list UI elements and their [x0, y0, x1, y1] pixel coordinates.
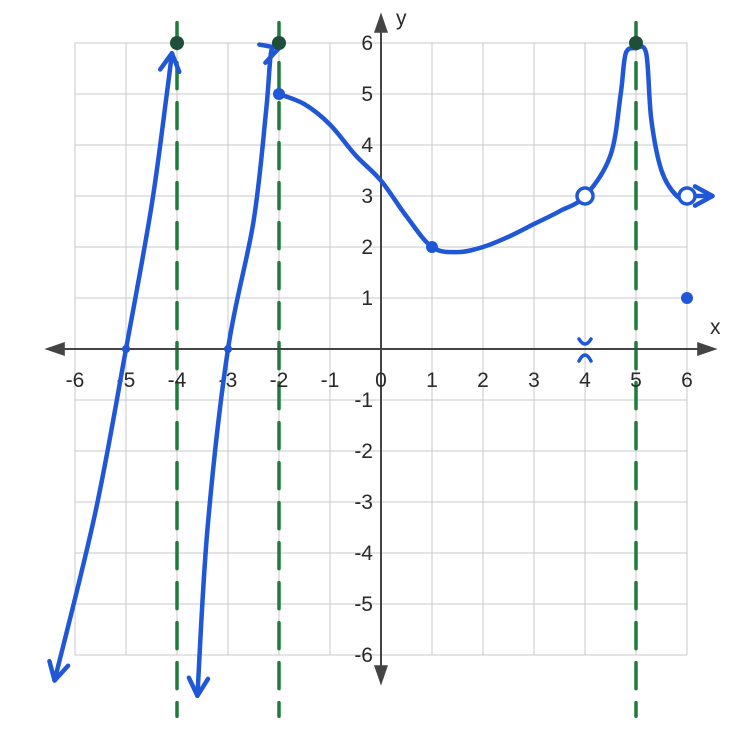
y-tick-labels: -6 -5 -4 -3 -2 -1 1 2 3 4 5 6 — [354, 32, 373, 667]
y-axis-arrow-down — [374, 665, 388, 686]
x-axis-arrow-right — [697, 342, 718, 356]
curve-arrow — [186, 675, 211, 699]
open-point — [575, 186, 595, 206]
x-intercept — [122, 345, 130, 353]
closed-point — [273, 88, 285, 100]
y-tick-label: -5 — [354, 593, 373, 616]
y-tick-label: 5 — [361, 83, 373, 106]
x-tick-label: 0 — [375, 369, 387, 392]
x-tick-label: 4 — [579, 369, 591, 392]
x-tick-labels: -6 -5 -4 -3 -2 -1 0 1 2 3 4 5 6 — [66, 369, 693, 392]
axes — [44, 12, 718, 686]
curve-branch — [276, 45, 639, 255]
x-tick-label: -4 — [168, 369, 187, 392]
x-tick-label: -1 — [321, 369, 340, 392]
y-tick-label: 2 — [361, 236, 373, 259]
x-tick-label: 2 — [477, 369, 489, 392]
curve-branches — [47, 42, 715, 699]
x-tick-label: 6 — [681, 369, 693, 392]
y-tick-label: 1 — [361, 287, 373, 310]
asymptote-top-marker — [170, 36, 184, 50]
curve-branch — [195, 43, 282, 699]
y-tick-label: 3 — [361, 185, 373, 208]
closed-point — [681, 292, 693, 304]
x-mark — [577, 337, 593, 363]
y-tick-label: -4 — [354, 542, 373, 565]
x-tick-label: 5 — [630, 369, 642, 392]
x-tick-label: 3 — [528, 369, 540, 392]
y-tick-label: -1 — [354, 389, 373, 412]
x-tick-label: 1 — [426, 369, 438, 392]
open-point — [677, 186, 697, 206]
y-axis-label: y — [396, 7, 407, 30]
closed-point — [426, 241, 438, 253]
x-intercept — [224, 345, 232, 353]
y-axis-arrow-up — [374, 12, 388, 33]
y-tick-label: -6 — [354, 644, 373, 667]
x-tick-label: -6 — [66, 369, 85, 392]
y-tick-label: -2 — [354, 440, 373, 463]
y-tick-label: 6 — [361, 32, 373, 55]
x-axis-arrow-left — [44, 342, 65, 356]
curve-arrow — [47, 658, 71, 683]
curve-arrow — [157, 50, 182, 75]
x-axis-label: x — [710, 316, 721, 339]
x-tick-label: -2 — [270, 369, 289, 392]
asymptotes — [175, 20, 638, 718]
curve-branch — [633, 44, 715, 201]
y-tick-label: 4 — [361, 134, 373, 157]
asymptote-top-marker — [629, 36, 643, 50]
y-tick-label: -3 — [354, 491, 373, 514]
curve-arrow — [692, 184, 715, 208]
curve-branch — [52, 50, 175, 683]
asymptote-top-marker — [272, 36, 286, 50]
points — [122, 36, 697, 363]
